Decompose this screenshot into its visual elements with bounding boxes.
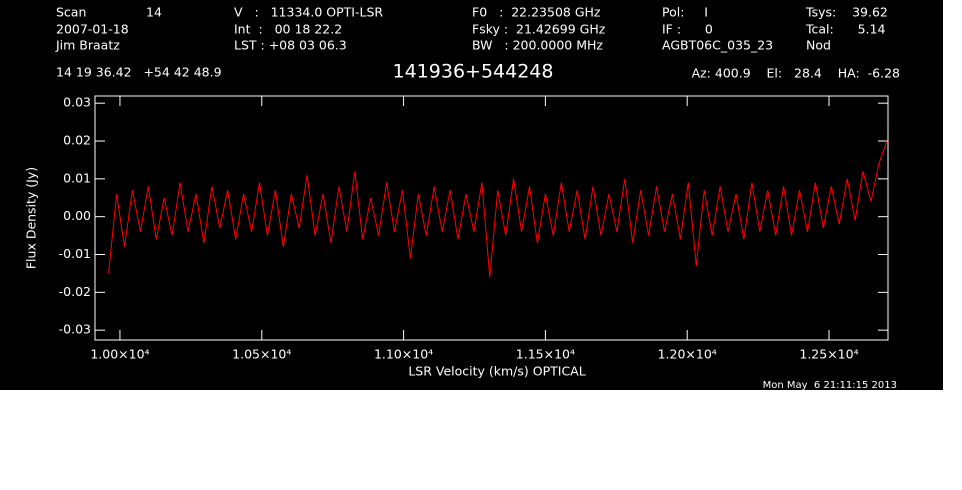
y-tick-label: -0.03 [59,322,91,337]
y-tick-label: -0.02 [59,284,91,299]
header-text: Tcal: 5.14 [805,22,885,37]
chart-title: 141936+544248 [393,61,554,83]
header-text: Fsky : 21.42699 GHz [472,22,606,37]
plot-frame [94,95,889,341]
x-tick-label: 1.20×10⁴ [658,347,717,362]
x-tick-label: 1.15×10⁴ [516,347,575,362]
y-tick-label: 0.00 [63,208,91,223]
header-text: Scan [56,5,86,20]
spectrum-line [108,140,888,278]
x-tick-label: 1.25×10⁴ [799,347,858,362]
header-text: Tsys: 39.62 [805,5,888,20]
header-text: Az: 400.9 El: 28.4 HA: -6.28 [692,66,900,81]
header-text: V : 11334.0 OPTI-LSR [234,5,383,20]
header-text: LST : +08 03 06.3 [234,38,347,53]
header-text: IF : 0 [662,22,713,37]
header-text: 14 19 36.42 +54 42 48.9 [56,65,222,80]
header-text: AGBT06C_035_23 [662,38,773,53]
header-text: Jim Braatz [55,38,120,53]
header-text: Pol: I [662,5,708,20]
y-axis-label: Flux Density (Jy) [24,167,39,269]
x-tick-label: 1.00×10⁴ [90,347,149,362]
header-text: Nod [806,38,831,53]
header-text: 2007-01-18 [56,22,129,37]
header-text: Int : 00 18 22.2 [234,22,342,37]
plot-background [0,0,943,390]
y-tick-label: 0.02 [63,133,91,148]
y-tick-label: -0.01 [59,246,91,261]
header-text: F0 : 22.23508 GHz [472,5,601,20]
timestamp: Mon May 6 21:11:15 2013 [763,380,897,391]
x-tick-label: 1.10×10⁴ [374,347,433,362]
header-text: BW : 200.0000 MHz [472,38,603,53]
x-tick-label: 1.05×10⁴ [232,347,291,362]
y-tick-label: 0.03 [63,95,91,110]
y-tick-label: 0.01 [63,170,91,185]
header-text: 14 [146,5,162,20]
x-axis-label: LSR Velocity (km/s) OPTICAL [408,364,585,379]
